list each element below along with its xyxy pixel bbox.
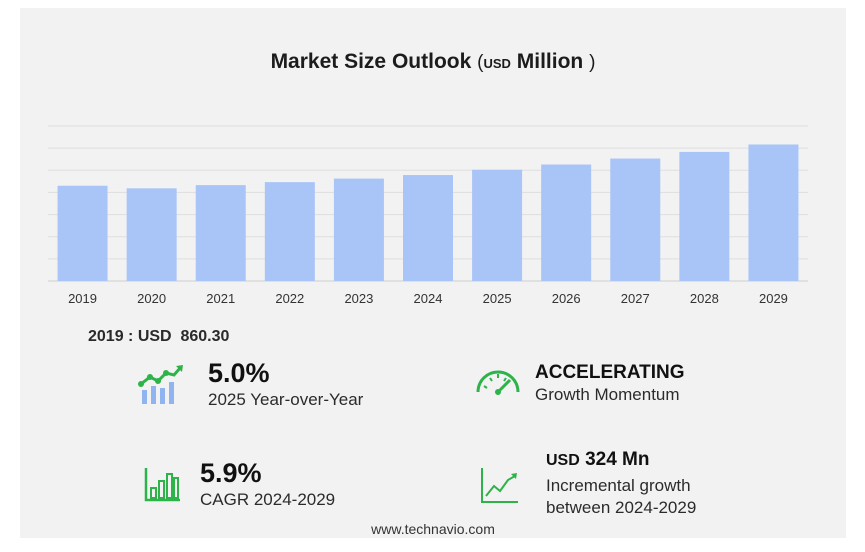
yoy-label: 2025 Year-over-Year (208, 390, 364, 409)
x-tick-label-2023: 2023 (344, 291, 373, 306)
incremental-kpi: USD 324 Mn Incremental growth between 20… (546, 449, 696, 519)
base-year-prefix: 2019 : USD (88, 328, 172, 345)
momentum-label: Growth Momentum (535, 385, 680, 404)
x-tick-label-2026: 2026 (552, 291, 581, 306)
chart-card: Market Size Outlook (USD Million ) 2019 2… (20, 8, 846, 538)
bar-2029 (748, 144, 799, 281)
base-year-label: 2019 : USD 860.30 (88, 328, 229, 346)
bar-chart-icon (144, 468, 180, 502)
bar-2020 (126, 188, 177, 281)
title-main: Market Size Outlook (270, 50, 472, 73)
cagr-kpi: 5.9% CAGR 2024-2029 (200, 458, 335, 511)
momentum-kpi: ACCELERATING Growth Momentum (535, 362, 685, 406)
incremental-amount: USD 324 Mn (546, 449, 696, 471)
incremental-label-2: between 2024-2029 (546, 498, 697, 517)
bar-2023 (333, 178, 384, 281)
growth-chart-icon (138, 365, 183, 404)
momentum-value: ACCELERATING (535, 362, 685, 383)
incremental-value: 324 Mn (585, 449, 650, 470)
bar-2027 (610, 158, 661, 281)
x-tick-label-2020: 2020 (137, 291, 166, 306)
x-tick-label-2028: 2028 (690, 291, 719, 306)
title-open-paren: ( (477, 52, 484, 73)
x-tick-label-2019: 2019 (68, 291, 97, 306)
x-tick-label-2024: 2024 (414, 291, 443, 306)
incremental-unit: USD (546, 452, 580, 469)
title-unit-word: Million (516, 50, 584, 73)
incremental-label-1: Incremental growth (546, 476, 691, 495)
bar-2026 (541, 164, 592, 281)
bar-2021 (195, 185, 246, 281)
title-unit: USD (483, 56, 511, 71)
bar-chart: 2019 2020 2021 2022 2023 2024 2025 2026 2027 2028… (48, 125, 808, 306)
cagr-value: 5.9% (200, 458, 262, 488)
title-close-paren: ) (589, 52, 596, 73)
x-tick-label-2027: 2027 (621, 291, 650, 306)
chart-title: Market Size Outlook (USD Million ) (20, 50, 846, 74)
yoy-value: 5.0% (208, 358, 270, 388)
bar-2024 (403, 175, 453, 281)
x-tick-label-2021: 2021 (206, 291, 235, 306)
speedometer-icon (476, 370, 520, 395)
base-year-value: 860.30 (180, 328, 230, 345)
cagr-label: CAGR 2024-2029 (200, 490, 336, 509)
line-trend-icon (481, 468, 518, 503)
footer-site-link[interactable]: www.technavio.com (371, 521, 495, 537)
x-tick-label-2025: 2025 (483, 291, 512, 306)
bar-2022 (264, 182, 315, 281)
bar-2028 (679, 151, 730, 281)
bar-2025 (472, 169, 523, 281)
bar-2019 (57, 185, 108, 281)
x-tick-label-2029: 2029 (759, 291, 788, 306)
yoy-kpi: 5.0% 2025 Year-over-Year (208, 358, 363, 411)
x-tick-label-2022: 2022 (275, 291, 304, 306)
